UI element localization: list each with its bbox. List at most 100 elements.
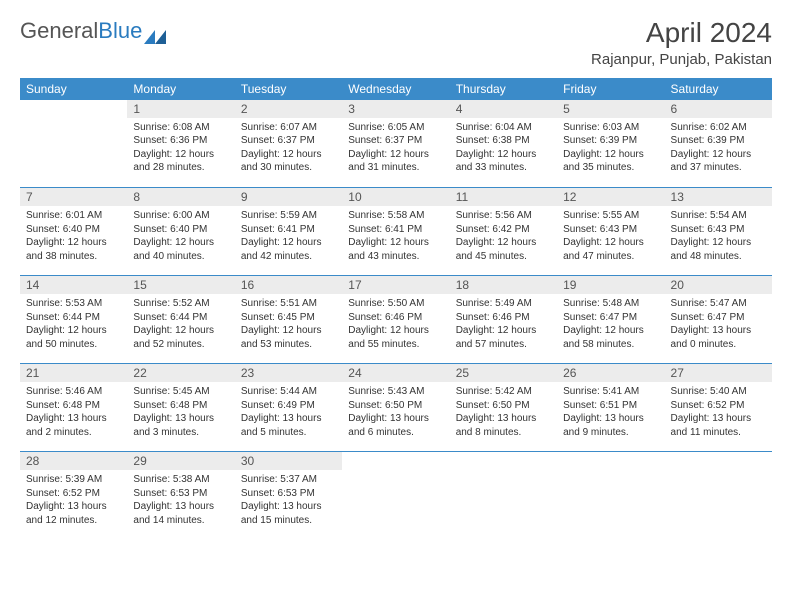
daylight-text: and 47 minutes. xyxy=(563,250,658,264)
brand-part2: Blue xyxy=(98,18,142,44)
sunrise-text: Sunrise: 5:38 AM xyxy=(133,473,228,487)
weekday-header: Thursday xyxy=(450,78,557,100)
sunset-text: Sunset: 6:53 PM xyxy=(241,487,336,501)
calendar-day-cell xyxy=(450,452,557,540)
day-details: Sunrise: 5:56 AMSunset: 6:42 PMDaylight:… xyxy=(450,206,557,267)
calendar-day-cell: 8Sunrise: 6:00 AMSunset: 6:40 PMDaylight… xyxy=(127,188,234,276)
sunset-text: Sunset: 6:37 PM xyxy=(241,134,336,148)
daylight-text: Daylight: 12 hours xyxy=(26,324,121,338)
sunrise-text: Sunrise: 5:49 AM xyxy=(456,297,551,311)
sunrise-text: Sunrise: 5:42 AM xyxy=(456,385,551,399)
daylight-text: and 55 minutes. xyxy=(348,338,443,352)
sunrise-text: Sunrise: 5:44 AM xyxy=(241,385,336,399)
daylight-text: Daylight: 13 hours xyxy=(26,412,121,426)
sunset-text: Sunset: 6:41 PM xyxy=(241,223,336,237)
day-number: 24 xyxy=(342,364,449,382)
sunset-text: Sunset: 6:45 PM xyxy=(241,311,336,325)
calendar-page: GeneralBlue April 2024 Rajanpur, Punjab,… xyxy=(0,0,792,550)
calendar-day-cell: 27Sunrise: 5:40 AMSunset: 6:52 PMDayligh… xyxy=(665,364,772,452)
day-number: 1 xyxy=(127,100,234,118)
sunrise-text: Sunrise: 5:46 AM xyxy=(26,385,121,399)
brand-icon xyxy=(144,24,166,38)
day-details: Sunrise: 5:43 AMSunset: 6:50 PMDaylight:… xyxy=(342,382,449,443)
daylight-text: and 33 minutes. xyxy=(456,161,551,175)
daylight-text: and 53 minutes. xyxy=(241,338,336,352)
sunset-text: Sunset: 6:44 PM xyxy=(133,311,228,325)
day-details: Sunrise: 5:58 AMSunset: 6:41 PMDaylight:… xyxy=(342,206,449,267)
day-number: 10 xyxy=(342,188,449,206)
calendar-day-cell: 7Sunrise: 6:01 AMSunset: 6:40 PMDaylight… xyxy=(20,188,127,276)
day-details: Sunrise: 5:59 AMSunset: 6:41 PMDaylight:… xyxy=(235,206,342,267)
day-details: Sunrise: 6:05 AMSunset: 6:37 PMDaylight:… xyxy=(342,118,449,179)
daylight-text: and 40 minutes. xyxy=(133,250,228,264)
sunset-text: Sunset: 6:48 PM xyxy=(133,399,228,413)
day-number: 19 xyxy=(557,276,664,294)
calendar-week-row: 14Sunrise: 5:53 AMSunset: 6:44 PMDayligh… xyxy=(20,276,772,364)
day-details: Sunrise: 6:01 AMSunset: 6:40 PMDaylight:… xyxy=(20,206,127,267)
day-number: 30 xyxy=(235,452,342,470)
sunset-text: Sunset: 6:39 PM xyxy=(671,134,766,148)
sunrise-text: Sunrise: 6:02 AM xyxy=(671,121,766,135)
day-number: 22 xyxy=(127,364,234,382)
daylight-text: and 57 minutes. xyxy=(456,338,551,352)
calendar-day-cell: 17Sunrise: 5:50 AMSunset: 6:46 PMDayligh… xyxy=(342,276,449,364)
sunset-text: Sunset: 6:39 PM xyxy=(563,134,658,148)
daylight-text: Daylight: 12 hours xyxy=(133,148,228,162)
sunrise-text: Sunrise: 6:04 AM xyxy=(456,121,551,135)
sunrise-text: Sunrise: 5:51 AM xyxy=(241,297,336,311)
day-details: Sunrise: 5:38 AMSunset: 6:53 PMDaylight:… xyxy=(127,470,234,531)
calendar-week-row: 21Sunrise: 5:46 AMSunset: 6:48 PMDayligh… xyxy=(20,364,772,452)
daylight-text: and 6 minutes. xyxy=(348,426,443,440)
daylight-text: Daylight: 13 hours xyxy=(671,412,766,426)
daylight-text: Daylight: 12 hours xyxy=(671,236,766,250)
daylight-text: and 14 minutes. xyxy=(133,514,228,528)
calendar-day-cell: 25Sunrise: 5:42 AMSunset: 6:50 PMDayligh… xyxy=(450,364,557,452)
day-number: 23 xyxy=(235,364,342,382)
calendar-day-cell: 21Sunrise: 5:46 AMSunset: 6:48 PMDayligh… xyxy=(20,364,127,452)
day-number: 15 xyxy=(127,276,234,294)
calendar-day-cell: 22Sunrise: 5:45 AMSunset: 6:48 PMDayligh… xyxy=(127,364,234,452)
weekday-header: Monday xyxy=(127,78,234,100)
sunset-text: Sunset: 6:46 PM xyxy=(348,311,443,325)
calendar-day-cell: 23Sunrise: 5:44 AMSunset: 6:49 PMDayligh… xyxy=(235,364,342,452)
daylight-text: Daylight: 12 hours xyxy=(563,236,658,250)
weekday-header: Sunday xyxy=(20,78,127,100)
calendar-day-cell: 4Sunrise: 6:04 AMSunset: 6:38 PMDaylight… xyxy=(450,100,557,188)
daylight-text: Daylight: 13 hours xyxy=(26,500,121,514)
day-details: Sunrise: 6:04 AMSunset: 6:38 PMDaylight:… xyxy=(450,118,557,179)
day-details: Sunrise: 5:52 AMSunset: 6:44 PMDaylight:… xyxy=(127,294,234,355)
sunrise-text: Sunrise: 6:03 AM xyxy=(563,121,658,135)
day-details: Sunrise: 5:55 AMSunset: 6:43 PMDaylight:… xyxy=(557,206,664,267)
sunset-text: Sunset: 6:38 PM xyxy=(456,134,551,148)
sunrise-text: Sunrise: 6:08 AM xyxy=(133,121,228,135)
sunrise-text: Sunrise: 6:01 AM xyxy=(26,209,121,223)
daylight-text: Daylight: 13 hours xyxy=(671,324,766,338)
weekday-header: Tuesday xyxy=(235,78,342,100)
calendar-day-cell: 20Sunrise: 5:47 AMSunset: 6:47 PMDayligh… xyxy=(665,276,772,364)
daylight-text: Daylight: 12 hours xyxy=(348,148,443,162)
day-details: Sunrise: 6:00 AMSunset: 6:40 PMDaylight:… xyxy=(127,206,234,267)
day-number: 4 xyxy=(450,100,557,118)
calendar-day-cell: 29Sunrise: 5:38 AMSunset: 6:53 PMDayligh… xyxy=(127,452,234,540)
daylight-text: Daylight: 12 hours xyxy=(563,324,658,338)
daylight-text: and 8 minutes. xyxy=(456,426,551,440)
daylight-text: and 45 minutes. xyxy=(456,250,551,264)
daylight-text: Daylight: 13 hours xyxy=(133,412,228,426)
day-details: Sunrise: 5:51 AMSunset: 6:45 PMDaylight:… xyxy=(235,294,342,355)
day-number: 26 xyxy=(557,364,664,382)
calendar-day-cell: 10Sunrise: 5:58 AMSunset: 6:41 PMDayligh… xyxy=(342,188,449,276)
sunset-text: Sunset: 6:43 PM xyxy=(671,223,766,237)
daylight-text: Daylight: 12 hours xyxy=(241,236,336,250)
day-number: 28 xyxy=(20,452,127,470)
sunset-text: Sunset: 6:40 PM xyxy=(26,223,121,237)
calendar-day-cell xyxy=(20,100,127,188)
daylight-text: Daylight: 13 hours xyxy=(241,500,336,514)
sunrise-text: Sunrise: 5:39 AM xyxy=(26,473,121,487)
sunset-text: Sunset: 6:50 PM xyxy=(348,399,443,413)
day-number: 25 xyxy=(450,364,557,382)
title-block: April 2024 Rajanpur, Punjab, Pakistan xyxy=(591,18,772,68)
daylight-text: Daylight: 12 hours xyxy=(456,148,551,162)
calendar-week-row: 7Sunrise: 6:01 AMSunset: 6:40 PMDaylight… xyxy=(20,188,772,276)
sunrise-text: Sunrise: 6:07 AM xyxy=(241,121,336,135)
sunset-text: Sunset: 6:51 PM xyxy=(563,399,658,413)
